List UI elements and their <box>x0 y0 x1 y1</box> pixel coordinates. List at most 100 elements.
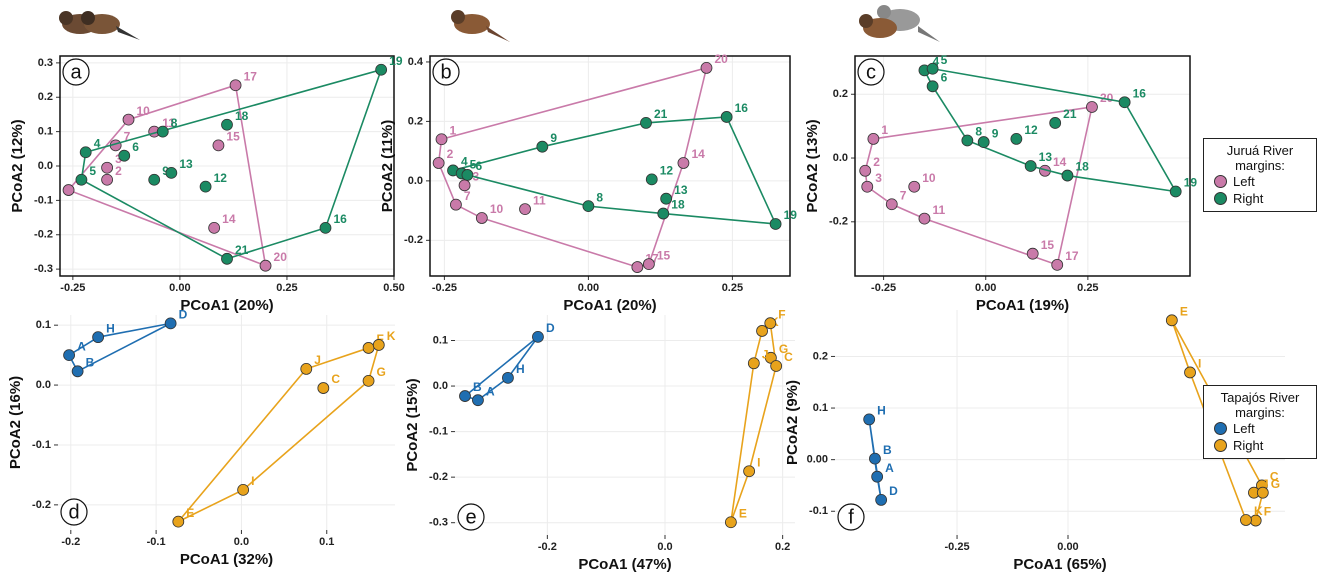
point-label: D <box>889 484 898 498</box>
legend-swatch <box>1214 192 1227 205</box>
point <box>632 262 643 273</box>
figure: -0.250.000.250.500.30.20.10.0-0.1-0.2-0.… <box>0 0 1326 574</box>
y-axis-label: PCoA2 (16%) <box>7 376 24 469</box>
legend-item: Right <box>1214 437 1310 454</box>
y-axis-label: PCoA2 (9%) <box>784 380 801 465</box>
y-tick-label: -0.2 <box>34 229 53 241</box>
point-label: 18 <box>1075 160 1089 174</box>
point-label: B <box>473 380 482 394</box>
point-label: 6 <box>475 159 482 173</box>
point <box>909 181 920 192</box>
legend-title: Tapajós River margins: <box>1210 390 1310 420</box>
point <box>363 342 374 353</box>
point <box>149 174 160 185</box>
point <box>583 201 594 212</box>
point-label: 15 <box>1041 238 1055 252</box>
point <box>376 64 387 75</box>
point <box>165 318 176 329</box>
point-label: 14 <box>222 212 236 226</box>
point <box>320 222 331 233</box>
point-label: J <box>762 347 769 361</box>
y-tick-label: 0.2 <box>408 115 423 127</box>
y-tick-label: 0.2 <box>38 91 53 103</box>
point <box>476 213 487 224</box>
point <box>450 199 461 210</box>
point <box>886 199 897 210</box>
bird-icon <box>859 5 940 42</box>
chart: -0.250.000.250.500.30.20.10.0-0.1-0.2-0.… <box>0 0 1326 574</box>
point-label: 5 <box>941 53 948 67</box>
point-label: 13 <box>1039 150 1053 164</box>
point <box>301 363 312 374</box>
y-tick-label: -0.3 <box>34 263 53 275</box>
point <box>658 208 669 219</box>
y-tick-label: -0.3 <box>429 517 448 529</box>
x-axis-label: PCoA1 (47%) <box>578 556 671 573</box>
x-tick-label: 0.50 <box>383 282 404 294</box>
point-label: 19 <box>1184 176 1198 190</box>
y-tick-label: 0.0 <box>833 152 848 164</box>
point-label: 7 <box>464 189 471 203</box>
point-label: 21 <box>654 107 668 121</box>
point <box>765 318 776 329</box>
point-label: D <box>546 321 555 335</box>
point-label: G <box>377 365 386 379</box>
point <box>123 114 134 125</box>
y-tick-label: -0.1 <box>429 426 448 438</box>
y-tick-label: -0.2 <box>32 499 51 511</box>
legend-swatch <box>1214 175 1227 188</box>
point-label: 10 <box>922 171 936 185</box>
point-label: 18 <box>235 109 249 123</box>
y-axis-label: PCoA2 (11%) <box>379 120 396 213</box>
x-axis-label: PCoA1 (20%) <box>563 297 656 314</box>
legend-label: Right <box>1233 190 1263 207</box>
y-tick-label: 0.0 <box>433 380 448 392</box>
point-label: 21 <box>1063 107 1077 121</box>
point-label: 20 <box>274 250 288 264</box>
point <box>502 372 513 383</box>
x-axis-label: PCoA1 (20%) <box>180 297 273 314</box>
y-tick-label: 0.2 <box>813 350 828 362</box>
point <box>869 453 880 464</box>
point <box>173 516 184 527</box>
point-label: I <box>1198 357 1201 371</box>
y-axis-label: PCoA2 (15%) <box>404 378 421 471</box>
point <box>1166 315 1177 326</box>
point <box>520 204 531 215</box>
point-label: J <box>314 353 321 367</box>
panel: -0.2-0.10.00.10.10.0-0.1-0.2PCoA1 (32%)P… <box>7 308 396 568</box>
point-label: 5 <box>89 164 96 178</box>
panel-letter-text: d <box>68 501 79 523</box>
point-label: 20 <box>714 52 728 66</box>
panel-letter-text: c <box>866 61 876 83</box>
point-label: A <box>77 339 86 353</box>
x-tick-label: -0.25 <box>60 282 85 294</box>
point-label: F <box>778 307 785 321</box>
point <box>1062 170 1073 181</box>
point-label: 17 <box>1065 249 1079 263</box>
point <box>872 471 883 482</box>
point-label: H <box>877 404 886 418</box>
point-label: 19 <box>389 54 403 68</box>
y-tick-label: -0.1 <box>32 439 51 451</box>
point <box>1052 259 1063 270</box>
point-label: 16 <box>735 101 749 115</box>
point <box>260 260 271 271</box>
point <box>868 133 879 144</box>
point <box>80 147 91 158</box>
point <box>678 158 689 169</box>
point <box>1011 133 1022 144</box>
point-label: 8 <box>596 190 603 204</box>
point-label: I <box>251 474 254 488</box>
x-tick-label: 0.0 <box>657 541 672 553</box>
point-label: E <box>186 506 194 520</box>
point-label: B <box>883 443 892 457</box>
point <box>363 375 374 386</box>
point-label: 6 <box>132 140 139 154</box>
point <box>166 167 177 178</box>
panel-letter-text: b <box>440 61 451 83</box>
panel-letter: f <box>838 504 864 530</box>
point <box>119 150 130 161</box>
point <box>537 141 548 152</box>
